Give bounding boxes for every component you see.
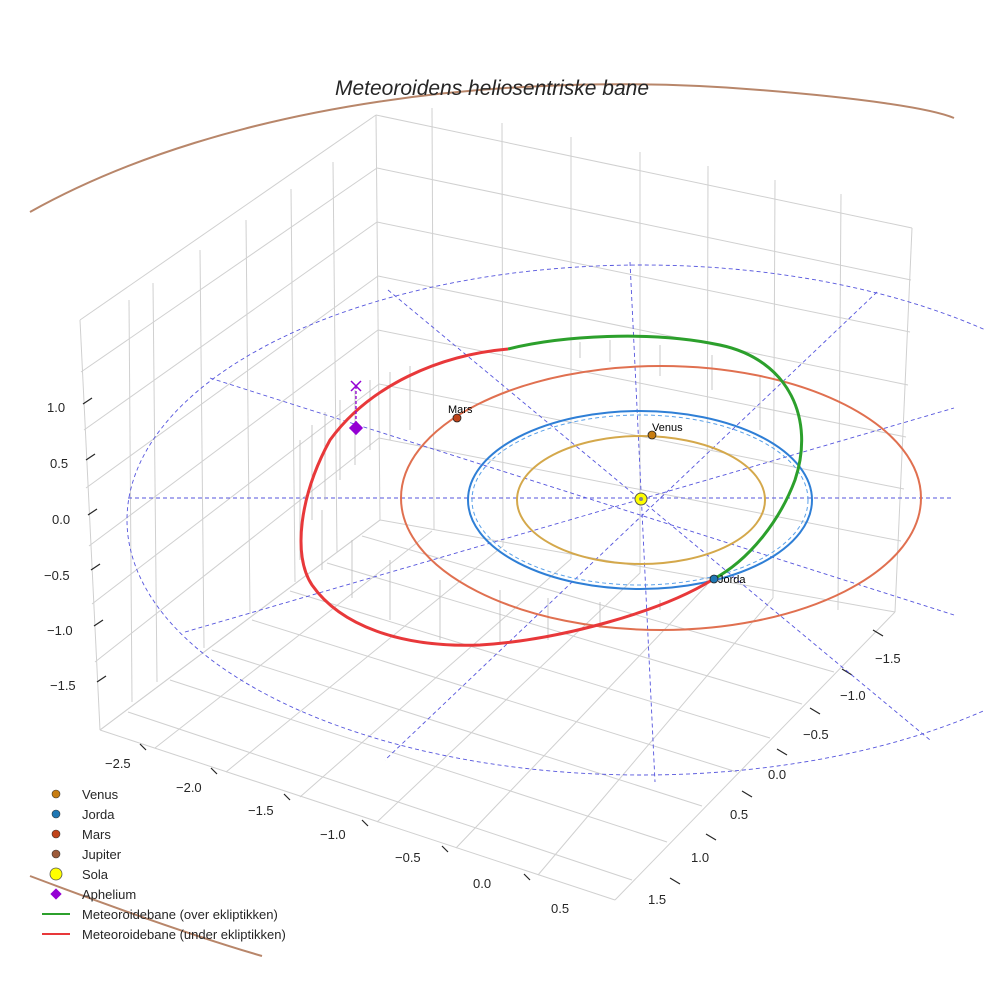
legend-jupiter-label: Jupiter [82, 847, 122, 862]
venus-marker [647, 430, 657, 440]
legend-earth-marker [51, 809, 61, 819]
y-tick-label: 1.0 [691, 850, 709, 865]
jupiter-orbit-lower [29, 875, 263, 957]
venus-orbit [516, 435, 766, 565]
y-tick-label: −0.5 [803, 727, 829, 742]
legend-aphelion-label: Aphelium [82, 887, 136, 902]
legend-mars-marker [51, 829, 61, 839]
meteoroid-orbit-above [507, 334, 804, 582]
x-tick-label: −1.0 [320, 827, 346, 842]
aphelion-marker [348, 420, 364, 436]
z-tick-label: 1.0 [47, 400, 65, 415]
y-tick-label: −1.5 [875, 651, 901, 666]
z-tick-label: 0.0 [52, 512, 70, 527]
jupiter-orbit [29, 83, 955, 213]
sun-marker-inner [639, 497, 643, 501]
x-tick-label: −2.5 [105, 756, 131, 771]
x-tick-label: 0.0 [473, 876, 491, 891]
y-tick-label: 0.5 [730, 807, 748, 822]
legend-mars-label: Mars [82, 827, 111, 842]
aphelion-projection-marker [350, 380, 362, 392]
legend-earth-label: Jorda [82, 807, 115, 822]
x-tick-label: −0.5 [395, 850, 421, 865]
legend-orbit-below-label: Meteoroidebane (under ekliptikken) [82, 927, 286, 942]
drop-lines [299, 340, 761, 645]
legend: Venus Jorda Mars Jupiter Sola Aphelium M… [42, 787, 286, 942]
legend-sun-label: Sola [82, 867, 109, 882]
earth-orbit-dashed [471, 414, 809, 586]
x-tick-labels: −2.5 −2.0 −1.5 −1.0 −0.5 0.0 0.5 [105, 756, 569, 916]
legend-venus-marker [51, 789, 61, 799]
y-tick-label: 0.0 [768, 767, 786, 782]
mars-orbit [400, 365, 922, 631]
legend-sun-marker [49, 867, 63, 881]
mars-label: Mars [448, 404, 473, 416]
z-tick-labels: 1.0 0.5 0.0 −0.5 −1.0 −1.5 [44, 400, 76, 693]
z-tick-label: 0.5 [50, 456, 68, 471]
z-tick-label: −1.5 [50, 678, 76, 693]
x-tick-label: 0.5 [551, 901, 569, 916]
axes [82, 397, 884, 885]
mars-marker [452, 413, 462, 423]
legend-orbit-above-label: Meteoroidebane (over ekliptikken) [82, 907, 278, 922]
legend-jupiter-marker [51, 849, 61, 859]
x-tick-label: −2.0 [176, 780, 202, 795]
venus-label: Venus [652, 422, 683, 434]
y-tick-labels: −1.5 −1.0 −0.5 0.0 0.5 1.0 1.5 [648, 651, 901, 907]
meteoroid-orbit-below [299, 347, 713, 647]
z-tick-label: −1.0 [47, 623, 73, 638]
legend-venus-label: Venus [82, 787, 119, 802]
earth-label: Jorda [718, 574, 746, 586]
reference-grid [126, 261, 984, 783]
z-tick-label: −0.5 [44, 568, 70, 583]
legend-aphelion-marker [50, 888, 62, 900]
grid-floor [99, 519, 896, 901]
x-tick-label: −1.5 [248, 803, 274, 818]
chart-title: Meteoroidens heliosentriske bane [335, 77, 649, 100]
earth-marker [709, 574, 719, 584]
earth-orbit [467, 410, 813, 590]
y-tick-label: 1.5 [648, 892, 666, 907]
y-tick-label: −1.0 [840, 688, 866, 703]
